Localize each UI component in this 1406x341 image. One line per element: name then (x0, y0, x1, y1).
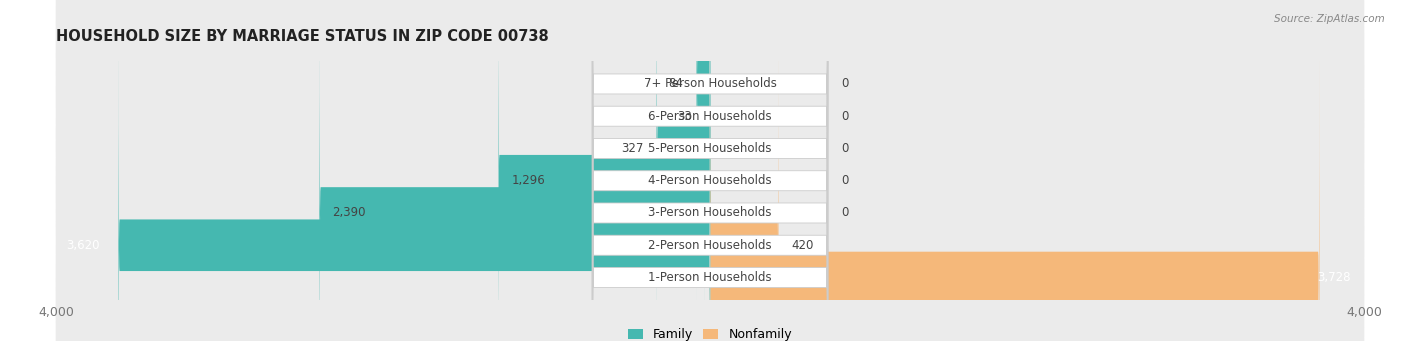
FancyBboxPatch shape (696, 0, 710, 316)
Text: Source: ZipAtlas.com: Source: ZipAtlas.com (1274, 14, 1385, 24)
Text: 84: 84 (668, 77, 683, 90)
Text: 33: 33 (676, 110, 692, 123)
Text: 6-Person Households: 6-Person Households (648, 110, 772, 123)
FancyBboxPatch shape (710, 13, 779, 341)
Text: 7+ Person Households: 7+ Person Households (644, 77, 776, 90)
Text: 0: 0 (841, 110, 848, 123)
FancyBboxPatch shape (592, 0, 828, 341)
FancyBboxPatch shape (592, 0, 828, 341)
Text: 3,620: 3,620 (66, 239, 100, 252)
Text: 5-Person Households: 5-Person Households (648, 142, 772, 155)
Text: 3-Person Households: 3-Person Households (648, 207, 772, 220)
FancyBboxPatch shape (118, 13, 710, 341)
FancyBboxPatch shape (55, 0, 1365, 328)
FancyBboxPatch shape (592, 0, 828, 341)
FancyBboxPatch shape (592, 0, 828, 341)
Text: 4-Person Households: 4-Person Households (648, 174, 772, 187)
FancyBboxPatch shape (55, 1, 1365, 341)
Legend: Family, Nonfamily: Family, Nonfamily (623, 323, 797, 341)
FancyBboxPatch shape (319, 0, 710, 341)
FancyBboxPatch shape (55, 0, 1365, 296)
FancyBboxPatch shape (592, 0, 828, 341)
Text: 0: 0 (841, 174, 848, 187)
Text: 2-Person Households: 2-Person Households (648, 239, 772, 252)
FancyBboxPatch shape (657, 0, 710, 341)
Text: 327: 327 (621, 142, 644, 155)
FancyBboxPatch shape (55, 0, 1365, 341)
Text: 2,390: 2,390 (332, 207, 366, 220)
FancyBboxPatch shape (498, 0, 710, 341)
Text: 1-Person Households: 1-Person Households (648, 271, 772, 284)
Text: 1,296: 1,296 (512, 174, 546, 187)
Text: 0: 0 (841, 142, 848, 155)
FancyBboxPatch shape (592, 29, 828, 341)
FancyBboxPatch shape (592, 0, 828, 332)
FancyBboxPatch shape (55, 34, 1365, 341)
FancyBboxPatch shape (55, 0, 1365, 341)
Text: 3,728: 3,728 (1317, 271, 1351, 284)
Text: 420: 420 (792, 239, 814, 252)
FancyBboxPatch shape (710, 45, 1319, 341)
FancyBboxPatch shape (704, 0, 710, 341)
FancyBboxPatch shape (55, 66, 1365, 341)
Text: 0: 0 (841, 207, 848, 220)
Text: HOUSEHOLD SIZE BY MARRIAGE STATUS IN ZIP CODE 00738: HOUSEHOLD SIZE BY MARRIAGE STATUS IN ZIP… (56, 29, 548, 44)
Text: 0: 0 (841, 77, 848, 90)
